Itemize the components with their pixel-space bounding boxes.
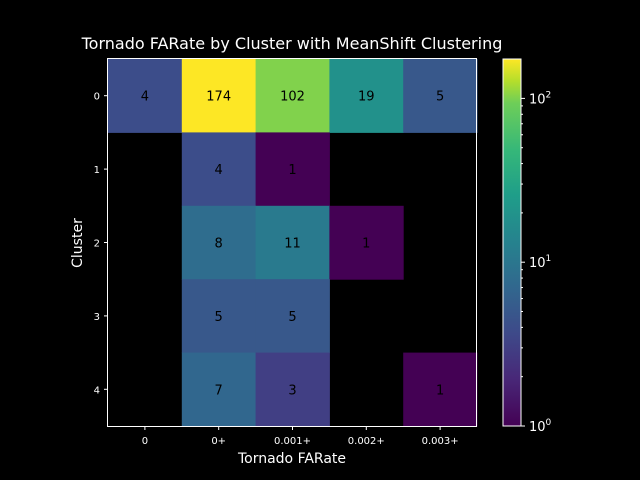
x-axis: 0 0+ 0.001+ 0.002+ 0.003+ [142, 426, 459, 447]
cell-value-label: 1 [436, 383, 444, 398]
heatmap-cell [255, 205, 330, 280]
cell-value-label: 5 [288, 310, 296, 325]
heatmap-cell [181, 279, 257, 354]
y-tick-label: 2 [94, 239, 100, 250]
heatmap-cell [329, 59, 404, 133]
heatmap-cells [108, 59, 478, 427]
x-tick-label: 0+ [211, 436, 226, 447]
cell-value-label: 19 [358, 90, 375, 105]
colorbar-tick-exponent: 2 [546, 90, 552, 100]
x-tick-label: 0.002+ [348, 436, 385, 447]
y-axis-label: Cluster [70, 218, 86, 268]
heatmap-cell [181, 59, 257, 133]
y-tick-label: 0 [94, 92, 100, 103]
heatmap-cell [255, 279, 330, 354]
cell-value-label: 174 [206, 90, 231, 105]
y-tick-label: 1 [94, 165, 100, 176]
colorbar-tick-exponent: 0 [546, 418, 552, 428]
colorbar-tick-exponent: 1 [546, 254, 552, 264]
heatmap-cell [255, 352, 330, 427]
cell-value-label: 4 [141, 90, 149, 105]
cell-value-label: 5 [215, 310, 223, 325]
heatmap-cell [181, 352, 257, 427]
cell-value-labels: 4 174 102 19 54 18 11 15 57 3 1 [141, 90, 444, 399]
y-tick-label: 4 [94, 385, 100, 396]
cell-value-label: 8 [215, 237, 223, 252]
cell-value-label: 102 [280, 90, 305, 105]
y-axis: 0 1 2 3 4 [94, 92, 108, 396]
cell-value-label: 5 [436, 90, 444, 105]
x-axis-label: Tornado FARate [237, 451, 346, 467]
x-tick-label: 0.003+ [422, 436, 459, 447]
heatmap-cell [403, 59, 478, 133]
cell-value-label: 7 [215, 383, 223, 398]
cell-value-label: 1 [288, 163, 296, 178]
cell-value-label: 11 [284, 237, 301, 252]
x-tick-label: 0 [142, 436, 148, 447]
heatmap-cell [255, 132, 330, 207]
cell-value-label: 3 [288, 383, 296, 398]
heatmap-cell [181, 132, 257, 207]
heatmap-cell [181, 205, 257, 280]
y-tick-label: 3 [94, 312, 100, 323]
cell-value-label: 1 [362, 237, 370, 252]
colorbar-gradient [502, 58, 522, 427]
heatmap-cell [329, 205, 404, 280]
heatmap-cell [108, 59, 183, 133]
heatmap-cell [403, 352, 478, 427]
x-tick-label: 0.001+ [274, 436, 311, 447]
heatmap-cell [255, 59, 330, 133]
cell-value-label: 4 [215, 163, 223, 178]
chart-title: Tornado FARate by Cluster with MeanShift… [81, 34, 503, 53]
